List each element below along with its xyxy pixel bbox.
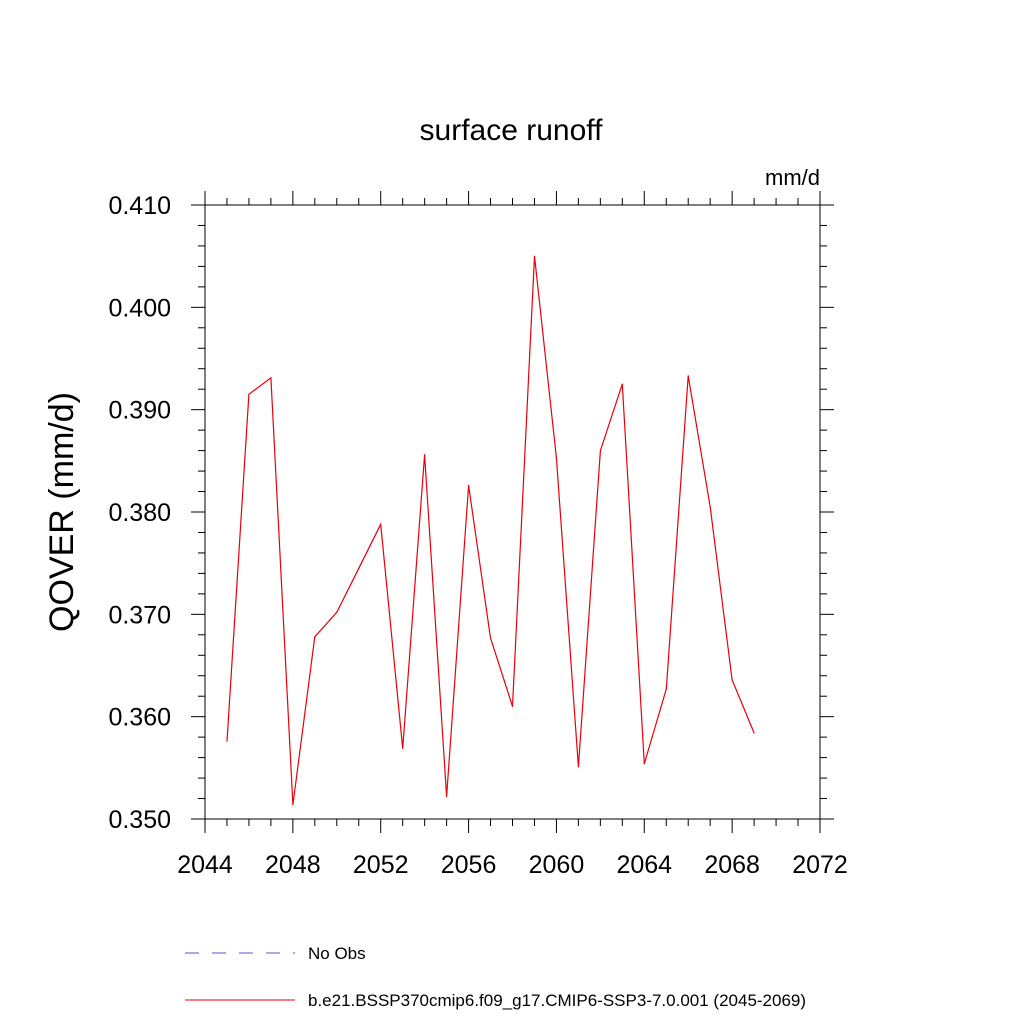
data-point [292, 804, 294, 806]
data-point [599, 450, 601, 452]
y-tick-label: 0.400 [108, 294, 171, 322]
data-point [687, 375, 689, 377]
y-tick-label: 0.370 [108, 601, 171, 629]
x-tick-label: 2068 [704, 851, 760, 879]
series-group [226, 255, 755, 806]
data-point [555, 457, 558, 459]
chart-title: surface runoff [420, 114, 604, 147]
data-point [248, 393, 250, 395]
x-tick-label: 2044 [177, 851, 233, 879]
data-point [380, 523, 382, 525]
data-point [665, 688, 667, 690]
data-point [489, 637, 492, 639]
data-point [577, 766, 579, 768]
data-point [358, 567, 360, 569]
data-point [533, 255, 536, 257]
units-label: mm/d [765, 165, 820, 190]
y-axis-label: QOVER (mm/d) [43, 392, 81, 632]
y-ticks [191, 204, 834, 820]
y-tick-label: 0.410 [108, 192, 171, 220]
x-tick-label: 2064 [616, 851, 672, 879]
data-point [336, 611, 338, 613]
legend: No Obs b.e21.BSSP370cmip6.f09_g17.CMIP6-… [185, 944, 806, 1010]
data-point [402, 747, 404, 749]
data-point [643, 763, 645, 765]
x-tick-label: 2052 [353, 851, 409, 879]
legend-label-no-obs: No Obs [308, 944, 366, 963]
y-tick-label: 0.380 [108, 499, 171, 527]
legend-label-series: b.e21.BSSP370cmip6.f09_g17.CMIP6-SSP3-7.… [308, 991, 806, 1010]
y-tick-label: 0.350 [108, 806, 171, 834]
x-tick-label: 2060 [529, 851, 585, 879]
data-point [709, 506, 711, 508]
x-tick-label: 2048 [265, 851, 321, 879]
x-ticks [204, 191, 821, 833]
plot-frame [204, 204, 821, 820]
series-line [226, 256, 755, 805]
data-point [511, 705, 514, 708]
data-point [467, 484, 470, 486]
x-tick-labels: 2044 2048 2052 2056 2060 2064 2068 2072 [177, 851, 848, 879]
data-point [226, 740, 228, 742]
data-point [731, 679, 733, 681]
y-tick-label: 0.360 [108, 704, 171, 732]
data-point [621, 383, 623, 385]
x-tick-label: 2072 [792, 851, 848, 879]
y-tick-label: 0.390 [108, 397, 171, 425]
data-point [314, 636, 316, 638]
data-point [446, 795, 448, 798]
x-tick-label: 2056 [441, 851, 497, 879]
data-point [424, 454, 426, 456]
data-point [270, 377, 272, 379]
data-point [753, 732, 755, 734]
y-tick-labels: 0.350 0.360 0.370 0.380 0.390 0.400 0.410 [108, 192, 171, 834]
